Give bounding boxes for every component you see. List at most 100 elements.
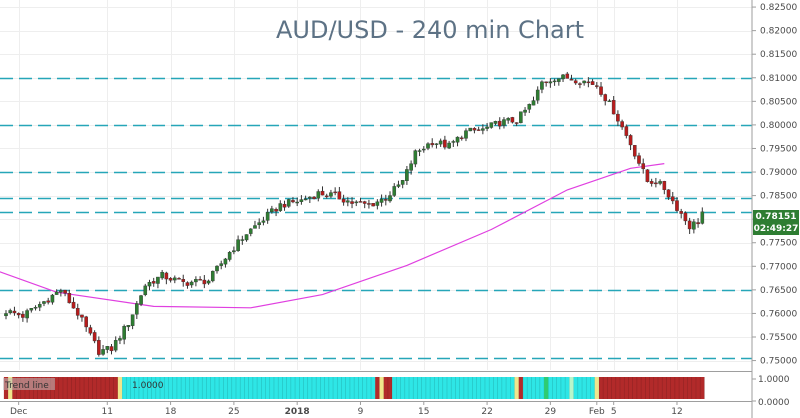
candle [105,346,110,354]
candle-body [46,300,50,303]
indicator-axis-bottom: 0.0000 [758,398,790,408]
candle-body [468,127,473,132]
candle [405,165,409,185]
chart-title: AUD/USD - 240 min Chart [276,16,584,44]
candle-body [434,143,439,145]
y-tick-label: 0.79500 [760,144,797,154]
candle [350,197,354,209]
candle-body [50,294,55,303]
candle-body [485,126,489,129]
candle [223,257,228,268]
candle [80,314,84,322]
candle-body [337,191,342,200]
candle [253,220,257,229]
candle [219,260,224,270]
candle [645,169,650,183]
candle [278,200,283,213]
candle-body [33,307,38,309]
candle [417,148,422,157]
candle-body [109,346,114,352]
y-tick-label: 0.76000 [760,309,797,319]
candle [295,197,299,207]
candle [696,218,700,228]
candle [654,177,658,188]
candle-body [649,181,654,184]
candle [21,311,25,322]
y-tick-label: 0.77000 [760,262,797,272]
candle-body [388,195,392,202]
candle [54,289,59,295]
candle-body [172,277,177,281]
candle [434,143,439,149]
candle [84,315,88,332]
candle [557,78,561,86]
candle-body [645,169,650,182]
candle-body [557,78,561,82]
candle [71,297,76,309]
candle [552,78,557,86]
candle-body [270,208,274,213]
candle [265,208,270,224]
candle [595,82,599,89]
candle [679,208,683,219]
candle-body [130,314,135,326]
candle [320,186,325,196]
candle-body [248,228,253,234]
candle [354,200,359,207]
candle [329,189,333,199]
candle-body [105,346,110,350]
candle-body [396,184,401,187]
candle [489,122,494,129]
candle [189,280,194,288]
candle-body [54,291,59,295]
candle-body [181,279,186,282]
candle-body [540,81,544,90]
candle-body [143,285,148,296]
candle [421,146,426,153]
candle-body [405,169,409,182]
candle-body [502,119,506,126]
candle [519,111,523,124]
candle-body [240,239,245,241]
candle [126,324,131,331]
candle-body [113,340,118,351]
candles [4,71,705,357]
candle-body [25,310,29,319]
candle [599,82,603,97]
ma-line [0,163,665,309]
candle-body [624,126,629,136]
candle-body [88,327,93,334]
candle-body [481,128,485,131]
x-tick-label: 2018 [285,407,310,417]
y-tick-label: 0.78500 [760,192,797,202]
candle [4,310,8,320]
candle [569,74,574,81]
x-tick-label: 18 [165,407,177,417]
candle-body [286,199,291,207]
candle [426,142,430,151]
candle-body [160,272,164,279]
candle [590,79,595,85]
candle-body [510,117,515,123]
candle-body [198,279,202,281]
candle-body [126,325,131,328]
indicator-legend-bg [3,378,55,390]
candle [113,336,118,353]
candle [611,95,616,115]
candle-body [139,295,143,305]
candle-body [189,281,194,286]
candle-body [147,282,152,287]
candle-body [400,180,405,185]
candle-body [611,99,616,115]
candle [12,306,17,316]
candle-body [472,128,477,131]
candle [118,335,122,345]
candle [476,126,481,131]
candle [177,277,181,280]
candle [185,281,190,289]
current-price-label: 0.78151 [756,212,797,222]
indicator-accent [544,377,549,399]
indicator-legend: Trend line 1.0000 [3,378,164,391]
candle [603,93,608,106]
candle-body [523,109,527,113]
